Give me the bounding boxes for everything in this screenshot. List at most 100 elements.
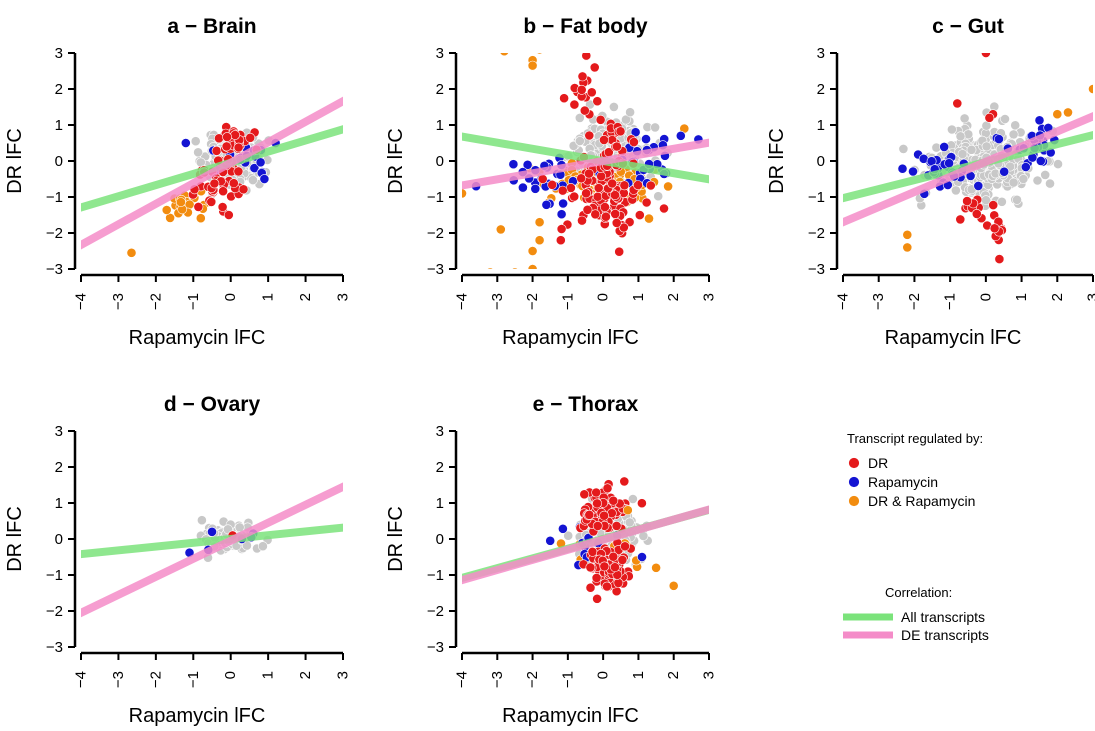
x-tick-label: 3 [1085,293,1095,301]
point-not-de [609,102,619,112]
x-axis-label: Rapamycin lFC [129,327,266,349]
point-not-de [1008,129,1019,140]
point-dr [569,191,580,202]
point-dr [955,214,966,225]
point-rapamycin [249,163,260,173]
point-rapamycin [541,199,552,210]
point-dr [579,489,590,500]
point-dr [595,114,606,125]
point-dr-and-rapamycin [527,246,538,256]
legend-de-transcripts-label: DE transcripts [901,627,989,643]
point-dr [619,180,630,191]
regression-lines [462,505,709,585]
point-dr [233,166,244,177]
point-dr-and-rapamycin [651,562,661,573]
regression-lines [462,132,709,190]
panel-title: c − Gut [932,15,1004,38]
point-not-de [951,185,961,196]
point-rapamycin [1035,155,1046,166]
y-tick-label: −1 [427,189,444,206]
point-dr [611,521,622,531]
point-dr [230,130,240,140]
x-tick-label: −4 [454,293,471,310]
x-tick-label: 3 [701,671,718,679]
x-tick-label: −1 [942,293,959,310]
point-dr [599,134,609,145]
point-dr [211,145,222,156]
point-dr-and-rapamycin [511,267,519,269]
point-not-de [1032,175,1043,186]
point-dr [591,573,602,583]
legend-rapamycin-label: Rapamycin [868,474,938,490]
x-tick-label: −4 [73,293,90,310]
point-dr [214,133,224,144]
point-dr [994,254,1005,264]
y-tick-label: −3 [46,639,63,656]
x-tick-label: 0 [595,293,612,301]
line-de-transcripts [81,96,343,250]
point-rapamycin [207,526,217,537]
point-dr [629,137,639,147]
x-tick-label: 1 [630,293,647,301]
point-dr [238,184,249,195]
y-tick-label: 3 [436,45,444,62]
point-rapamycin [180,138,191,148]
point-dr-and-rapamycin [663,181,673,192]
point-dr [586,87,597,98]
point-rapamycin [558,198,568,209]
panel-title: b − Fat body [523,15,648,38]
x-tick-label: 1 [630,671,647,679]
y-tick-label: −2 [427,603,444,620]
point-dr [988,200,999,210]
point-not-de [650,122,660,133]
point-dr [971,208,982,219]
panel-title: e − Thorax [533,393,639,416]
point-dr-and-rapamycin [622,505,633,516]
y-tick-label: −3 [808,261,825,278]
y-tick-label: −1 [427,567,444,584]
x-tick-label: 1 [1013,293,1030,301]
point-dr [610,208,621,219]
point-dr [659,203,669,214]
x-tick-label: 1 [260,293,277,301]
point-not-de [1012,194,1022,205]
x-tick-label: −2 [524,293,541,310]
y-axis-label: DR lFC [766,128,788,194]
point-dr [584,509,595,520]
x-axis-label: Rapamycin lFC [502,327,639,349]
legend-dr-rapamycin-marker [848,495,860,507]
y-tick-label: −2 [427,225,444,242]
point-not-de [1008,177,1019,188]
line-all-transcripts [462,132,709,184]
panel-gut: c − Gut −4 −3 −2 −1 0 1 2 3 −3 −2 −1 0 1 2 3 Rapamycin l… [766,15,1095,349]
legend-correlation-title: Correlation: [885,585,952,600]
y-axis-label: DR lFC [385,128,407,194]
point-not-de [193,147,203,158]
point-dr [557,185,568,196]
panel-fat-body: b − Fat body −4 −3 −2 −1 0 1 2 3 −3 −2 −1 0 1 2 3 Rapamy… [385,15,718,349]
point-dr [610,190,620,200]
line-de-transcripts [843,112,1093,227]
legend-dr-marker [848,457,860,469]
x-tick-label: −4 [835,293,852,310]
point-not-de [959,113,970,124]
point-rapamycin [558,523,568,534]
point-not-de [898,143,909,154]
x-tick-label: −1 [559,293,576,310]
point-rapamycin [999,166,1010,177]
point-dr [590,209,601,220]
y-tick-label: −2 [46,225,63,242]
point-rapamycin [1020,162,1031,172]
x-tick-label: −4 [454,671,471,688]
point-dr-and-rapamycin [126,247,137,258]
legend-dr-label: DR [868,455,888,471]
y-tick-label: −2 [46,603,63,620]
y-tick-label: −3 [46,261,63,278]
x-tick-label: −3 [489,293,506,310]
point-not-de [981,141,992,152]
y-tick-label: −3 [427,261,444,278]
legend-all-transcripts-label: All transcripts [901,609,985,625]
point-dr [637,498,647,509]
point-dr [584,130,595,141]
point-dr-and-rapamycin [534,235,545,246]
